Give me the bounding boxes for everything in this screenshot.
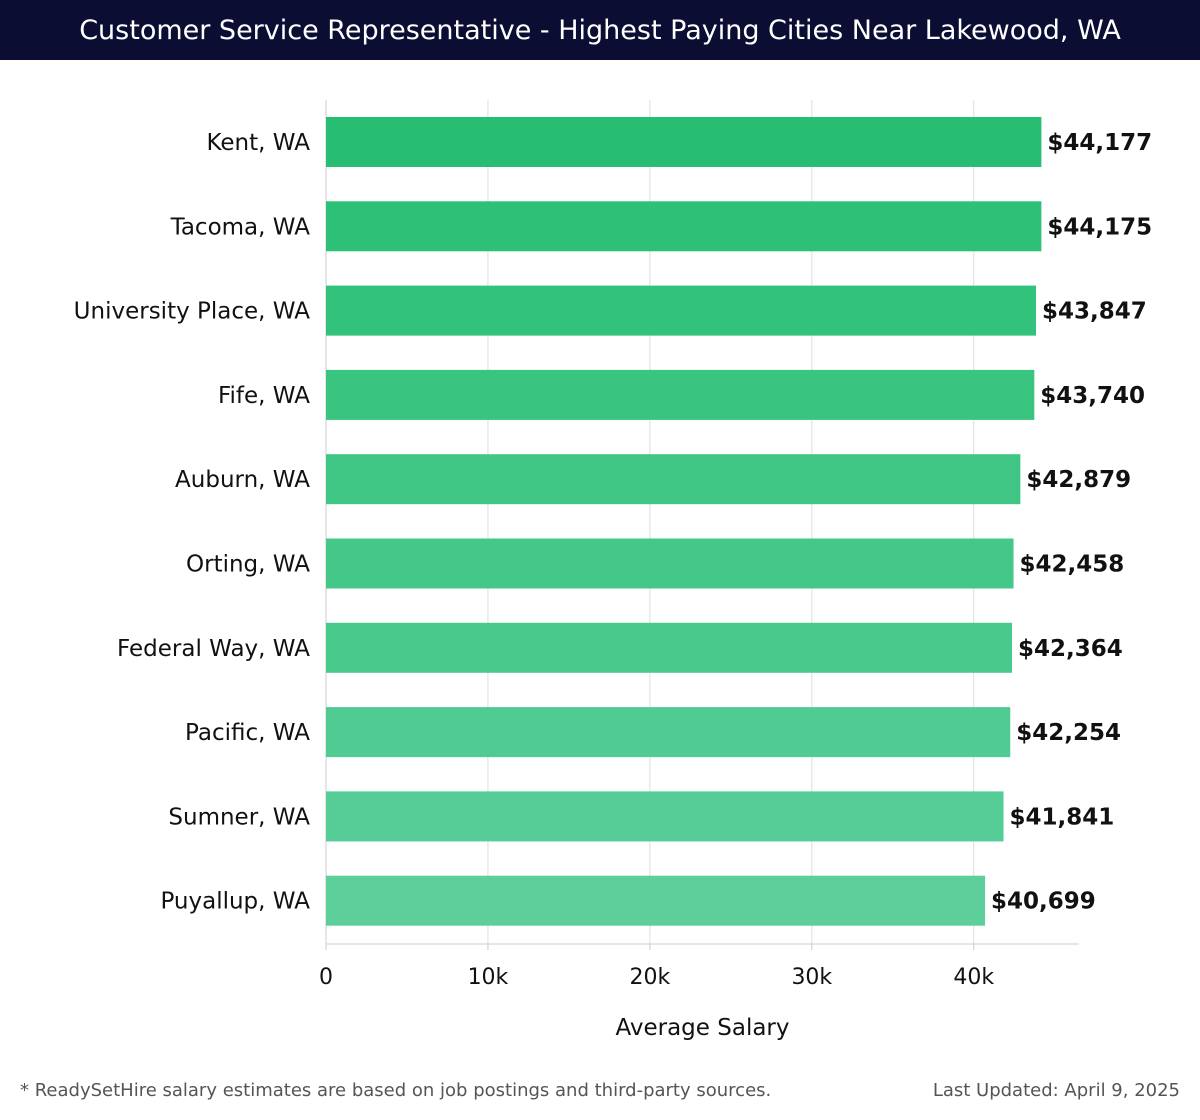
category-label: Pacific, WA: [185, 720, 310, 746]
footer-disclaimer: * ReadySetHire salary estimates are base…: [20, 1080, 772, 1101]
x-tick-label: 20k: [630, 965, 671, 990]
bar: [326, 201, 1042, 252]
value-label: $42,254: [1016, 720, 1121, 746]
bar: [326, 538, 1014, 589]
value-label: $40,699: [991, 889, 1096, 915]
bar: [326, 369, 1035, 420]
value-label: $44,175: [1047, 214, 1152, 240]
value-label: $43,847: [1042, 299, 1147, 325]
category-label: Tacoma, WA: [170, 214, 311, 240]
category-label: University Place, WA: [74, 299, 311, 325]
value-label: $42,364: [1018, 636, 1123, 662]
bar: [326, 622, 1013, 673]
bar: [326, 875, 986, 926]
category-label: Orting, WA: [186, 552, 310, 578]
category-label: Kent, WA: [206, 130, 310, 156]
value-label: $44,177: [1047, 130, 1152, 156]
bar: [326, 707, 1011, 758]
category-label: Sumner, WA: [168, 804, 310, 830]
x-tick-label: 40k: [953, 965, 994, 990]
category-label: Auburn, WA: [175, 467, 310, 493]
bar: [326, 454, 1021, 505]
x-tick-label: 10k: [468, 965, 509, 990]
footer-last-updated: Last Updated: April 9, 2025: [932, 1080, 1180, 1101]
x-tick-label: 0: [319, 965, 333, 990]
bar: [326, 117, 1042, 167]
value-label: $41,841: [1010, 804, 1115, 830]
chart-title: Customer Service Representative - Highes…: [79, 14, 1121, 46]
category-label: Fife, WA: [218, 383, 310, 409]
x-tick-label: 30k: [791, 965, 832, 990]
category-label: Puyallup, WA: [160, 889, 310, 915]
bar: [326, 791, 1004, 842]
chart-header: Customer Service Representative - Highes…: [0, 0, 1200, 60]
value-label: $42,458: [1020, 552, 1125, 578]
bar: [326, 285, 1037, 336]
category-label: Federal Way, WA: [117, 636, 310, 662]
value-label: $43,740: [1040, 383, 1145, 409]
value-label: $42,879: [1026, 467, 1131, 493]
x-axis-title: Average Salary: [615, 1015, 789, 1041]
